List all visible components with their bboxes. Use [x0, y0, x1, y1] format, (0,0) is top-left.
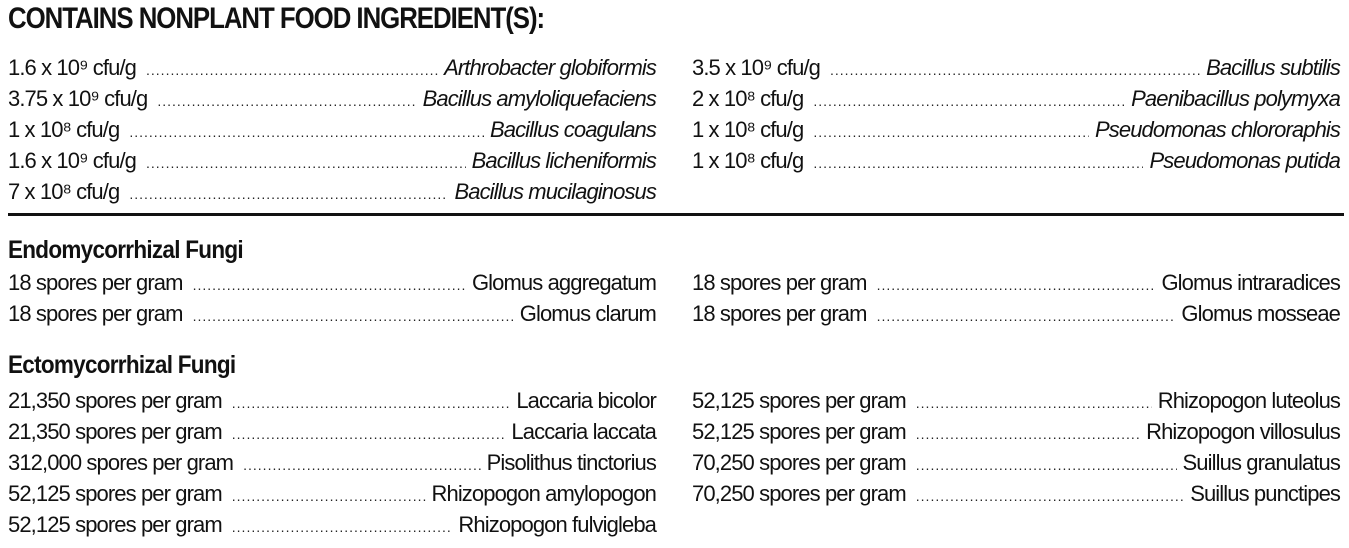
ingredient-amount: 18 spores per gram	[8, 301, 183, 326]
ecto-heading: Ectomycorrhizal Fungi	[8, 351, 236, 379]
dot-leader: ........................................…	[915, 457, 1177, 473]
bacteria-left-list: 1.6 x 10⁹ cfu/g.........................…	[8, 55, 657, 210]
ingredient-row: 1.6 x 10⁹ cfu/g.........................…	[8, 55, 657, 86]
ingredient-name: Rhizopogon villosulus	[1146, 419, 1341, 444]
ingredient-row: 18 spores per gram......................…	[8, 270, 657, 301]
ingredient-name: Glomus clarum	[519, 301, 657, 326]
ingredient-name: Rhizopogon luteolus	[1157, 388, 1341, 413]
ingredient-amount: 18 spores per gram	[8, 270, 183, 295]
dot-leader: ........................................…	[243, 457, 481, 473]
ingredient-amount: 312,000 spores per gram	[8, 450, 234, 475]
ingredient-name: Pisolithus tinctorius	[486, 450, 657, 475]
endo-right-list: 18 spores per gram......................…	[692, 270, 1341, 332]
dot-leader: ........................................…	[876, 308, 1176, 324]
ingredient-name: Rhizopogon amylopogon	[431, 481, 657, 506]
ingredient-amount: 3.75 x 10⁹ cfu/g	[8, 86, 148, 111]
ingredient-amount: 21,350 spores per gram	[8, 388, 223, 413]
ecto-right-list: 52,125 spores per gram..................…	[692, 388, 1341, 512]
dot-leader: ........................................…	[915, 395, 1152, 411]
bacteria-right-list: 3.5 x 10⁹ cfu/g.........................…	[692, 55, 1341, 179]
dot-leader: ........................................…	[146, 155, 466, 171]
ingredient-row: 52,125 spores per gram..................…	[8, 512, 657, 543]
ingredient-row: 7 x 10⁸ cfu/g...........................…	[8, 179, 657, 210]
dot-leader: ........................................…	[813, 93, 1125, 109]
ingredient-amount: 2 x 10⁸ cfu/g	[692, 86, 804, 111]
ingredient-row: 312,000 spores per gram.................…	[8, 450, 657, 481]
ingredient-amount: 18 spores per gram	[692, 301, 867, 326]
dot-leader: ........................................…	[231, 519, 453, 535]
ingredient-amount: 1 x 10⁸ cfu/g	[8, 117, 120, 142]
ingredient-name: Arthrobacter globiformis	[444, 55, 657, 80]
dot-leader: ........................................…	[813, 155, 1144, 171]
endo-left-list: 18 spores per gram......................…	[8, 270, 657, 332]
ingredient-amount: 1 x 10⁸ cfu/g	[692, 117, 804, 142]
ingredient-name: Bacillus mucilaginosus	[454, 179, 656, 204]
ingredient-row: 70,250 spores per gram..................…	[692, 450, 1341, 481]
ingredient-row: 1 x 10⁸ cfu/g...........................…	[692, 117, 1341, 148]
dot-leader: ........................................…	[231, 395, 511, 411]
ingredient-amount: 7 x 10⁸ cfu/g	[8, 179, 120, 204]
label-title: CONTAINS NONPLANT FOOD INGREDIENT(S):	[8, 2, 545, 35]
ingredient-row: 1.6 x 10⁹ cfu/g.........................…	[8, 148, 657, 179]
ingredient-row: 3.75 x 10⁹ cfu/g........................…	[8, 86, 657, 117]
ingredient-name: Bacillus subtilis	[1206, 55, 1341, 80]
ingredient-row: 21,350 spores per gram..................…	[8, 388, 657, 419]
ingredient-name: Glomus aggregatum	[471, 270, 657, 295]
ingredient-name: Pseudomonas chlororaphis	[1095, 117, 1341, 142]
ingredient-row: 1 x 10⁸ cfu/g...........................…	[692, 148, 1341, 179]
ingredient-amount: 52,125 spores per gram	[692, 388, 907, 413]
ingredient-row: 52,125 spores per gram..................…	[692, 388, 1341, 419]
dot-leader: ........................................…	[231, 426, 506, 442]
ingredient-row: 1 x 10⁸ cfu/g...........................…	[8, 117, 657, 148]
ingredient-amount: 52,125 spores per gram	[8, 481, 223, 506]
dot-leader: ........................................…	[129, 186, 448, 202]
ingredient-name: Suillus punctipes	[1190, 481, 1341, 506]
dot-leader: ........................................…	[876, 277, 1156, 293]
ingredient-name: Glomus mosseae	[1181, 301, 1340, 326]
dot-leader: ........................................…	[915, 426, 1141, 442]
ingredient-row: 18 spores per gram......................…	[692, 301, 1341, 332]
ingredient-row: 18 spores per gram......................…	[692, 270, 1341, 301]
dot-leader: ........................................…	[129, 124, 484, 140]
ingredient-amount: 70,250 spores per gram	[692, 450, 907, 475]
dot-leader: ........................................…	[231, 488, 426, 504]
ingredient-amount: 52,125 spores per gram	[692, 419, 907, 444]
ingredient-name: Laccaria laccata	[511, 419, 656, 444]
dot-leader: ........................................…	[157, 93, 417, 109]
ingredient-amount: 70,250 spores per gram	[692, 481, 907, 506]
ingredient-name: Rhizopogon fulvigleba	[458, 512, 656, 537]
ingredient-name: Glomus intraradices	[1161, 270, 1340, 295]
ingredient-amount: 18 spores per gram	[692, 270, 867, 295]
divider	[8, 213, 1344, 216]
dot-leader: ........................................…	[915, 488, 1184, 504]
ingredient-name: Paenibacillus polymyxa	[1131, 86, 1341, 111]
endo-heading: Endomycorrhizal Fungi	[8, 236, 244, 264]
ingredient-amount: 52,125 spores per gram	[8, 512, 223, 537]
ingredient-amount: 1 x 10⁸ cfu/g	[692, 148, 804, 173]
ingredient-row: 52,125 spores per gram..................…	[692, 419, 1341, 450]
dot-leader: ........................................…	[830, 62, 1200, 78]
ingredient-row: 70,250 spores per gram..................…	[692, 481, 1341, 512]
ingredient-amount: 21,350 spores per gram	[8, 419, 223, 444]
ingredient-name: Bacillus amyloliquefaciens	[422, 86, 657, 111]
ingredient-amount: 1.6 x 10⁹ cfu/g	[8, 148, 137, 173]
ingredient-name: Bacillus licheniformis	[471, 148, 657, 173]
ingredient-row: 21,350 spores per gram..................…	[8, 419, 657, 450]
ingredient-row: 2 x 10⁸ cfu/g...........................…	[692, 86, 1341, 117]
dot-leader: ........................................…	[813, 124, 1089, 140]
dot-leader: ........................................…	[192, 277, 466, 293]
ingredient-row: 18 spores per gram......................…	[8, 301, 657, 332]
ingredient-row: 52,125 spores per gram..................…	[8, 481, 657, 512]
ecto-left-list: 21,350 spores per gram..................…	[8, 388, 657, 543]
ingredient-name: Laccaria bicolor	[516, 388, 657, 413]
ingredient-name: Suillus granulatus	[1182, 450, 1341, 475]
ingredient-name: Pseudomonas putida	[1149, 148, 1340, 173]
ingredient-name: Bacillus coagulans	[489, 117, 657, 142]
dot-leader: ........................................…	[146, 62, 438, 78]
ingredient-amount: 1.6 x 10⁹ cfu/g	[8, 55, 137, 80]
ingredient-row: 3.5 x 10⁹ cfu/g.........................…	[692, 55, 1341, 86]
ingredient-amount: 3.5 x 10⁹ cfu/g	[692, 55, 821, 80]
dot-leader: ........................................…	[192, 308, 514, 324]
